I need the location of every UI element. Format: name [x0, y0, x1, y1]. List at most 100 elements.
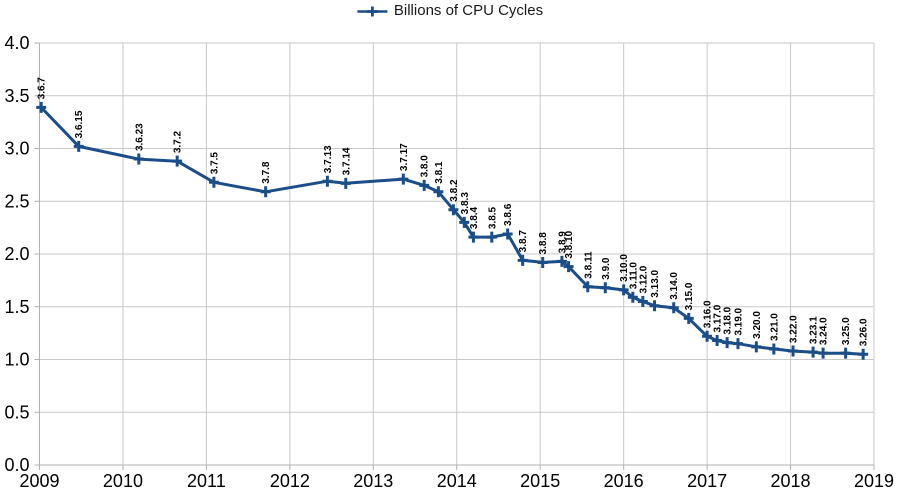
y-axis-tick-label: 1.5	[4, 297, 29, 317]
data-point-label: 3.17.0	[713, 304, 724, 332]
data-point-marker	[208, 176, 219, 188]
data-point-marker	[563, 261, 574, 273]
data-point-markers	[36, 101, 869, 360]
data-point-label: 3.8.2	[449, 179, 460, 202]
data-point-label: 3.7.5	[209, 152, 220, 175]
data-point-label: 3.18.0	[723, 306, 734, 334]
data-point-label: 3.8.4	[469, 206, 480, 229]
data-point-marker	[788, 345, 799, 357]
data-point-marker	[448, 204, 459, 216]
data-point-label: 3.8.6	[503, 203, 514, 226]
data-point-label: 3.6.23	[134, 123, 145, 151]
data-point-label: 3.8.1	[434, 161, 445, 184]
data-point-marker	[133, 153, 144, 165]
data-point-marker	[702, 330, 713, 342]
data-point-marker	[517, 254, 528, 266]
data-point-marker	[73, 140, 84, 152]
data-point-label: 3.24.0	[819, 317, 830, 345]
data-point-label: 3.15.0	[684, 282, 695, 310]
data-point-marker	[582, 281, 593, 293]
data-point-marker	[858, 348, 869, 360]
legend-line-marker-icon	[356, 6, 387, 16]
y-axis-tick-label: 2.5	[4, 191, 29, 211]
y-axis-tick-label: 3.0	[4, 139, 29, 159]
data-point-marker	[260, 186, 271, 198]
gridlines	[39, 42, 875, 465]
axes	[34, 42, 875, 470]
data-point-label: 3.8.0	[420, 155, 431, 178]
data-point-marker	[618, 284, 629, 296]
data-point-marker	[322, 175, 333, 187]
data-point-marker	[398, 173, 409, 185]
tick-labels: 0.0 0.5 1.0 1.5 2.0 2.5 3.0 3.5 4.0 2009 2010 2011 2…	[4, 33, 894, 491]
x-axis-tick-label: 2013	[353, 471, 393, 491]
data-point-label: 3.8.10	[564, 230, 575, 258]
data-point-label: 3.22.0	[789, 315, 800, 343]
data-point-marker	[668, 302, 679, 314]
data-point-marker	[340, 177, 351, 189]
data-point-label: 3.7.17	[399, 143, 410, 171]
y-axis-tick-label: 1.0	[4, 350, 29, 370]
data-point-label: 3.14.0	[669, 272, 680, 300]
legend-plus-marker	[366, 6, 378, 16]
data-point-label: 3.8.3	[460, 192, 471, 215]
data-point-marker	[818, 347, 829, 359]
data-point-label: 3.16.0	[703, 300, 714, 328]
data-point-label: 3.11.0	[628, 262, 639, 290]
y-axis-tick-label: 4.0	[4, 33, 29, 53]
data-point-marker	[808, 346, 819, 358]
x-axis-tick-label: 2009	[19, 471, 59, 491]
x-axis-tick-label: 2017	[687, 471, 727, 491]
y-axis-tick-label: 0.0	[4, 455, 29, 475]
data-point-label: 3.7.14	[341, 147, 352, 175]
data-point-marker	[459, 216, 470, 228]
data-point-marker	[683, 312, 694, 324]
data-point-marker	[419, 179, 430, 191]
data-point-marker	[627, 291, 638, 303]
data-point-marker	[468, 231, 479, 243]
data-point-label: 3.7.13	[323, 145, 334, 173]
data-point-label: 3.10.0	[619, 254, 630, 282]
data-point-label: 3.13.0	[650, 269, 661, 297]
legend-line	[356, 6, 387, 16]
data-point-marker	[502, 228, 513, 240]
data-point-label: 3.26.0	[859, 318, 870, 346]
data-point-label: 3.8.8	[538, 232, 549, 255]
data-point-marker	[433, 186, 444, 198]
data-point-label: 3.20.0	[752, 311, 763, 339]
x-axis-tick-label: 2014	[437, 471, 477, 491]
x-axis-tick-label: 2015	[520, 471, 560, 491]
data-point-marker	[600, 282, 611, 294]
x-axis-tick-label: 2016	[604, 471, 644, 491]
data-point-label: 3.9.0	[601, 257, 612, 280]
data-point-label: 3.7.8	[261, 161, 272, 184]
data-point-marker	[712, 335, 723, 347]
legend-label: Billions of CPU Cycles	[393, 2, 544, 19]
data-point-marker	[556, 255, 567, 267]
data-point-labels: 3.6.7 3.6.15 3.6.23 3.7.2 3.7.5 3.7.8 3.7.13 3.…	[37, 77, 870, 347]
data-point-marker	[486, 231, 497, 243]
x-axis-tick-label: 2019	[854, 471, 894, 491]
data-point-label: 3.8.11	[583, 251, 594, 279]
data-point-marker	[751, 341, 762, 353]
legend: Billions of CPU Cycles	[356, 3, 543, 19]
data-point-marker	[36, 101, 47, 113]
data-point-marker	[172, 155, 183, 167]
data-point-marker	[722, 337, 733, 349]
y-axis-tick-label: 2.0	[4, 244, 29, 264]
data-point-label: 3.6.15	[74, 110, 85, 138]
data-point-marker	[649, 300, 660, 312]
y-axis-tick-label: 0.5	[4, 402, 29, 422]
data-point-label: 3.6.7	[37, 77, 48, 100]
data-point-label: 3.7.2	[173, 130, 184, 153]
x-axis-tick-label: 2018	[771, 471, 811, 491]
data-point-label: 3.23.1	[809, 316, 820, 344]
data-point-label: 3.12.0	[638, 265, 649, 293]
data-point-marker	[768, 343, 779, 355]
data-point-label: 3.25.0	[841, 317, 852, 345]
data-point-marker	[637, 295, 648, 307]
data-point-label: 3.8.7	[518, 230, 529, 253]
data-point-label: 3.8.9	[557, 231, 568, 254]
